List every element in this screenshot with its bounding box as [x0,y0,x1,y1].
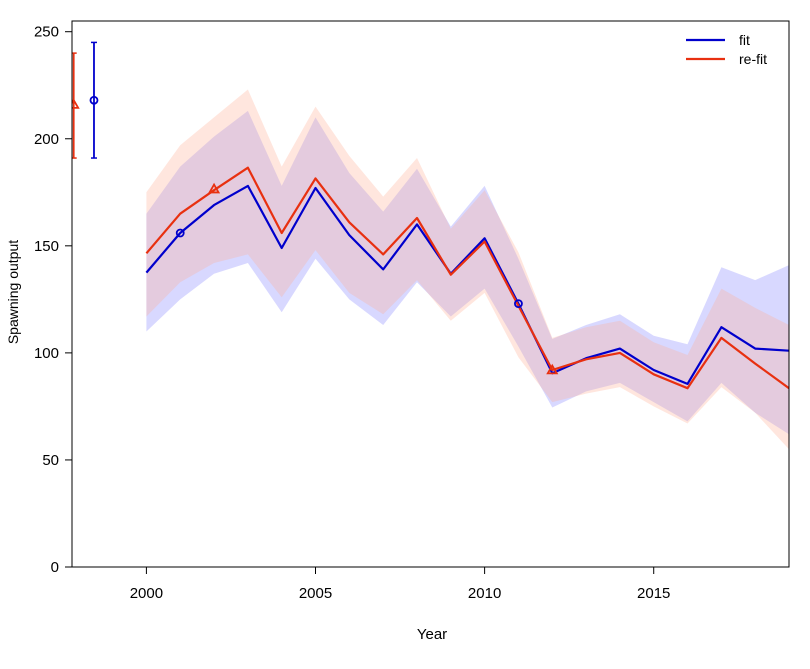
y-tick-label: 200 [34,131,59,148]
plot-frame [71,20,790,568]
x-tick-label: 2015 [637,585,670,602]
virgin-point-fit [89,95,99,105]
y-tick-label: 100 [34,345,59,362]
series-markers [72,41,559,375]
x-tick-label: 2010 [468,585,501,602]
y-tick-label: 150 [34,238,59,255]
x-axis: 2000 2005 2010 2015 [130,567,670,602]
y-axis: 0 50 100 150 200 250 [34,24,72,576]
x-tick-label: 2000 [130,585,163,602]
virgin-point-re-fit [72,98,80,109]
marker-re-fit [207,182,221,194]
legend-label-fit: fit [739,32,750,48]
y-tick-label: 250 [34,24,59,41]
x-axis-label: Year [417,626,447,643]
series-lines [145,166,789,390]
line-fit [145,184,789,385]
band-re-fit [146,89,789,450]
y-axis-label: Spawning output [5,240,21,344]
marker-fit [514,299,523,309]
y-tick-label: 50 [42,452,59,469]
x-tick-label: 2005 [299,585,332,602]
line-re-fit [145,166,789,390]
legend-label-re-fit: re-fit [739,51,767,67]
marker-re-fit [546,363,559,375]
confidence-bands [146,89,789,450]
y-tick-label: 0 [51,559,59,576]
marker-fit [175,228,185,238]
legend: fit re-fit [686,32,767,67]
